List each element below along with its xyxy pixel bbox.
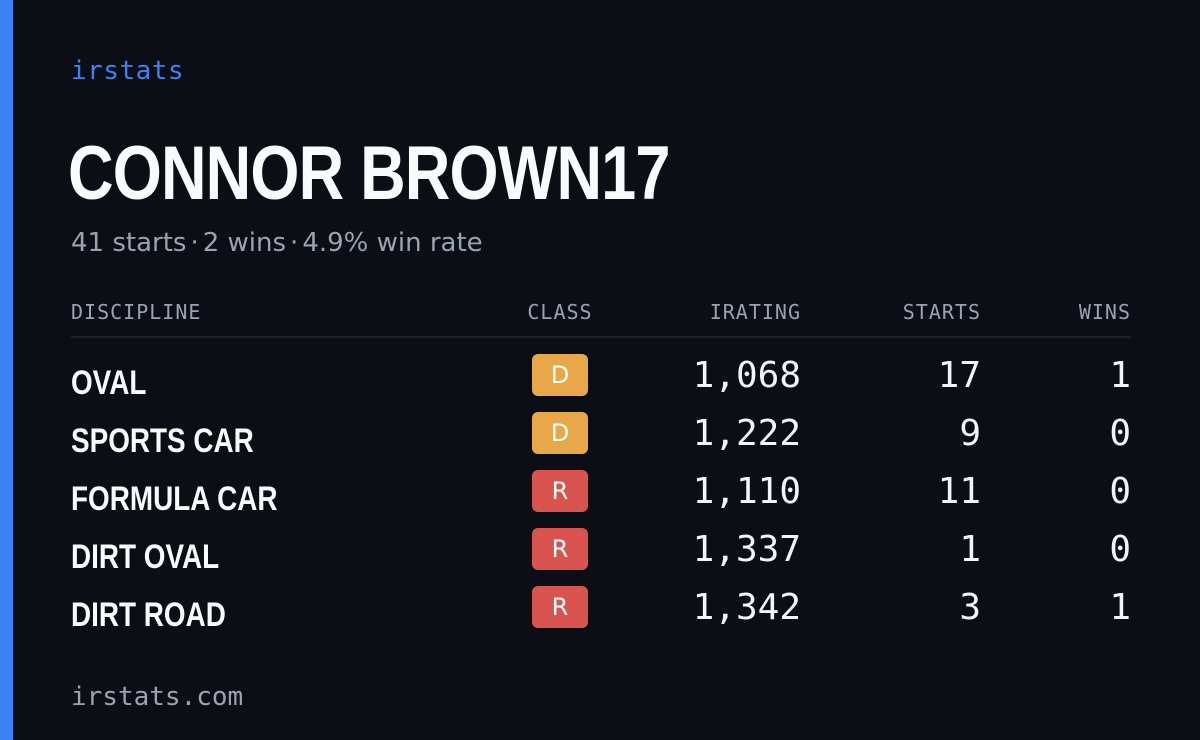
starts-value: 11 — [937, 471, 981, 512]
summary-line: 41 starts · 2 wins · 4.9% win rate — [71, 228, 483, 258]
summary-wins: 2 wins — [202, 228, 287, 258]
driver-name: CONNOR BROWN17 — [68, 131, 671, 216]
discipline-name: FORMULA CAR — [71, 480, 278, 518]
summary-separator: · — [190, 228, 199, 258]
header-irating: IRATING — [709, 300, 801, 324]
irating-value: 1,342 — [692, 587, 801, 628]
discipline-table: DISCIPLINE CLASS IRATING STARTS WINS OVA… — [71, 300, 1131, 644]
header-discipline: DISCIPLINE — [71, 300, 202, 324]
table-row: OVAL D 1,068 17 1 — [71, 354, 1131, 412]
starts-value: 3 — [959, 587, 981, 628]
discipline-name: OVAL — [71, 364, 147, 402]
class-badge: D — [532, 412, 588, 454]
table-body: OVAL D 1,068 17 1 SPORTS CAR D 1,222 9 0… — [71, 354, 1131, 644]
irating-value: 1,068 — [692, 355, 801, 396]
wins-value: 1 — [1109, 587, 1131, 628]
table-header: DISCIPLINE CLASS IRATING STARTS WINS — [71, 300, 1131, 338]
table-row: DIRT OVAL R 1,337 1 0 — [71, 528, 1131, 586]
table-row: FORMULA CAR R 1,110 11 0 — [71, 470, 1131, 528]
summary-starts: 41 starts — [71, 228, 187, 258]
discipline-name: DIRT OVAL — [71, 538, 220, 576]
summary-separator: · — [290, 228, 299, 258]
starts-value: 1 — [959, 529, 981, 570]
irating-value: 1,110 — [692, 471, 801, 512]
class-badge: R — [532, 470, 588, 512]
irating-value: 1,222 — [692, 413, 801, 454]
summary-win-rate: 4.9% win rate — [302, 228, 483, 258]
starts-value: 9 — [959, 413, 981, 454]
wins-value: 1 — [1109, 355, 1131, 396]
brand-logo-text: irstats — [71, 56, 185, 86]
starts-value: 17 — [937, 355, 981, 396]
header-class: CLASS — [527, 300, 593, 324]
class-badge: R — [532, 586, 588, 628]
wins-value: 0 — [1109, 471, 1131, 512]
header-wins: WINS — [1078, 300, 1131, 324]
discipline-name: DIRT ROAD — [71, 596, 226, 634]
class-badge: R — [532, 528, 588, 570]
wins-value: 0 — [1109, 529, 1131, 570]
accent-bar — [0, 0, 13, 740]
class-badge: D — [532, 354, 588, 396]
irating-value: 1,337 — [692, 529, 801, 570]
header-starts: STARTS — [902, 300, 981, 324]
wins-value: 0 — [1109, 413, 1131, 454]
footer-url: irstats.com — [71, 682, 244, 712]
table-row: DIRT ROAD R 1,342 3 1 — [71, 586, 1131, 644]
table-row: SPORTS CAR D 1,222 9 0 — [71, 412, 1131, 470]
discipline-name: SPORTS CAR — [71, 422, 254, 460]
